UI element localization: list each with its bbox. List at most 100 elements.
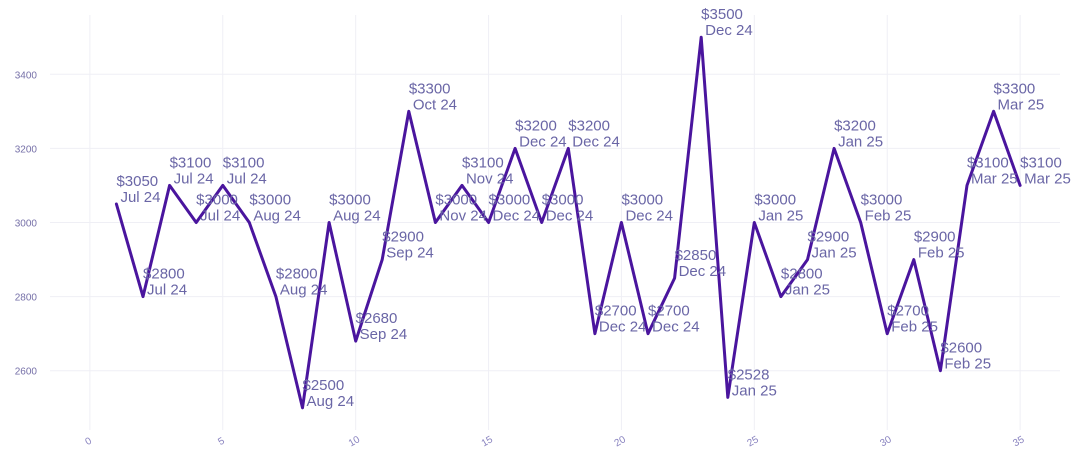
data-label-date: Nov 24 — [439, 208, 487, 225]
x-tick-label: 25 — [746, 434, 762, 449]
x-tick-label: 10 — [347, 434, 363, 449]
data-label-value: $3200 — [834, 117, 876, 134]
data-label: $2800 Aug 24 — [276, 266, 328, 299]
data-label-date: Mar 25 — [1024, 170, 1071, 187]
data-label: $3500 Dec 24 — [701, 6, 753, 39]
data-label: $2500 Aug 24 — [303, 377, 355, 410]
data-label: $3000 Dec 24 — [621, 192, 673, 225]
series-layer — [114, 35, 1022, 410]
data-labels: $3050 Jul 24$2800 Jul 24$3100 Jul 24$3000 Ju… — [116, 6, 1070, 410]
data-label: $3100 Jul 24 — [170, 154, 214, 187]
data-label-date: Jul 24 — [120, 189, 160, 206]
data-label: $3000 Dec 24 — [542, 192, 594, 225]
data-label: $2700 Dec 24 — [648, 303, 700, 336]
data-label-value: $3300 — [994, 80, 1036, 97]
data-label: $2680 Sep 24 — [356, 310, 408, 343]
data-label-value: $3200 — [568, 117, 610, 134]
y-tick-label: 3400 — [15, 70, 38, 81]
data-label-date: Sep 24 — [360, 326, 408, 343]
data-label-date: Jan 25 — [785, 282, 830, 299]
data-label: $3200 Dec 24 — [568, 117, 620, 150]
y-tick-label: 3200 — [15, 144, 38, 155]
y-tick-label: 2800 — [15, 293, 38, 304]
x-tick-label: 30 — [878, 434, 894, 449]
x-tick-label: 0 — [83, 435, 94, 448]
data-label-date: Aug 24 — [253, 208, 301, 225]
data-label: $2900 Feb 25 — [914, 229, 965, 262]
data-label-date: Jul 24 — [174, 170, 214, 187]
data-label-date: Jul 24 — [200, 208, 240, 225]
data-label: $2800 Jan 25 — [781, 266, 830, 299]
data-label-date: Aug 24 — [333, 208, 381, 225]
data-label-value: $3000 — [435, 192, 477, 209]
data-label: $3200 Dec 24 — [515, 117, 567, 150]
data-label-date: Dec 24 — [679, 263, 727, 280]
data-label-value: $3000 — [489, 192, 531, 209]
x-tick-label: 35 — [1011, 434, 1027, 449]
data-label: $3100 Jul 24 — [223, 154, 267, 187]
data-label-value: $3100 — [462, 154, 504, 171]
x-tick-label: 5 — [216, 435, 227, 448]
data-label-value: $3300 — [409, 80, 451, 97]
data-label-value: $3100 — [170, 154, 212, 171]
data-label-date: Mar 25 — [998, 96, 1045, 113]
data-label-date: Jan 25 — [732, 382, 777, 399]
data-label: $2700 Feb 25 — [887, 303, 938, 336]
data-label-value: $2700 — [595, 303, 637, 320]
data-label-date: Jul 24 — [147, 282, 187, 299]
data-label: $3100 Mar 25 — [967, 154, 1018, 187]
data-label: $2600 Feb 25 — [940, 340, 991, 373]
data-label-value: $2900 — [382, 229, 424, 246]
data-label: $3300 Oct 24 — [409, 80, 457, 113]
data-label-date: Dec 24 — [652, 319, 700, 336]
data-label-date: Jan 25 — [812, 245, 857, 262]
data-label-date: Dec 24 — [546, 208, 594, 225]
data-label-date: Nov 24 — [466, 170, 514, 187]
data-label-date: Dec 24 — [493, 208, 541, 225]
data-label: $3000 Aug 24 — [249, 192, 301, 225]
data-label-value: $3000 — [542, 192, 584, 209]
data-label: $2900 Jan 25 — [808, 229, 857, 262]
data-label: $3200 Jan 25 — [834, 117, 883, 150]
data-label-value: $3000 — [196, 192, 238, 209]
data-label-date: Sep 24 — [386, 245, 434, 262]
data-label: $3000 Feb 25 — [861, 192, 912, 225]
data-label-value: $2900 — [808, 229, 850, 246]
data-label: $3000 Nov 24 — [435, 192, 487, 225]
data-label-value: $3000 — [754, 192, 796, 209]
data-label-value: $2900 — [914, 229, 956, 246]
data-label-value: $2800 — [143, 266, 185, 283]
data-label-value: $3000 — [329, 192, 371, 209]
data-label-value: $3050 — [116, 173, 158, 190]
data-label-value: $3000 — [621, 192, 663, 209]
data-label-value: $3000 — [861, 192, 903, 209]
data-label-value: $2600 — [940, 340, 982, 357]
data-label: $2700 Dec 24 — [595, 303, 647, 336]
data-label: $3000 Aug 24 — [329, 192, 381, 225]
data-label-value: $2850 — [675, 247, 717, 264]
data-label-value: $2528 — [728, 366, 770, 383]
data-label-value: $3100 — [1020, 154, 1062, 171]
y-tick-label: 3000 — [15, 219, 38, 230]
data-label: $3000 Dec 24 — [489, 192, 541, 225]
data-label-value: $2680 — [356, 310, 398, 327]
data-label: $2900 Sep 24 — [382, 229, 434, 262]
data-label-date: Dec 24 — [519, 133, 567, 150]
data-label: $3000 Jan 25 — [754, 192, 803, 225]
data-label-date: Oct 24 — [413, 96, 457, 113]
data-label: $3300 Mar 25 — [994, 80, 1045, 113]
data-label-date: Feb 25 — [918, 245, 965, 262]
x-tick-label: 20 — [613, 434, 629, 449]
data-label-value: $2700 — [648, 303, 690, 320]
data-label: $2528 Jan 25 — [728, 366, 777, 399]
data-label-value: $2800 — [276, 266, 318, 283]
data-label-date: Dec 24 — [705, 22, 753, 39]
data-label-date: Feb 25 — [944, 356, 991, 373]
data-label-date: Dec 24 — [625, 208, 673, 225]
data-label: $3100 Nov 24 — [462, 154, 514, 187]
data-label-date: Mar 25 — [971, 170, 1018, 187]
data-label-date: Jan 25 — [758, 208, 803, 225]
data-label-value: $2500 — [303, 377, 345, 394]
y-tick-label: 2600 — [15, 367, 38, 378]
